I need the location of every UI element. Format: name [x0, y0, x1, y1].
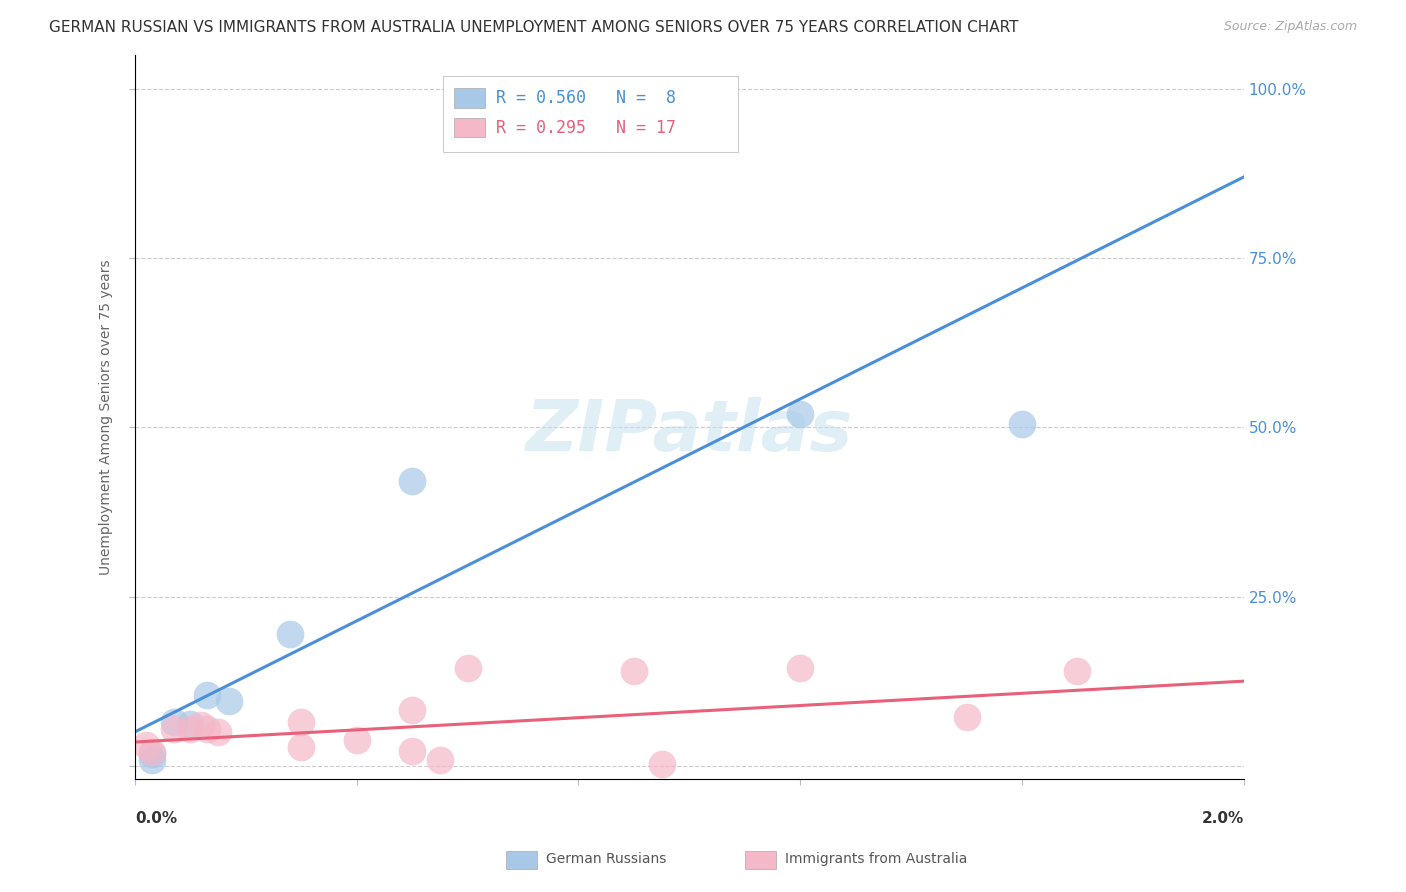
Text: German Russians: German Russians [546, 852, 666, 866]
Point [651, 756, 673, 771]
Point [401, 475, 423, 489]
Text: Source: ZipAtlas.com: Source: ZipAtlas.com [1223, 20, 1357, 33]
Point [457, 660, 479, 674]
Point [190, 718, 212, 732]
Text: Immigrants from Australia: Immigrants from Australia [785, 852, 967, 866]
Point [207, 725, 229, 739]
Point [195, 688, 218, 702]
Point [141, 747, 163, 761]
Point [955, 710, 977, 724]
Point [179, 716, 201, 731]
Text: ZIPatlas: ZIPatlas [526, 397, 853, 467]
Point [141, 753, 163, 767]
Point [429, 753, 451, 767]
Point [789, 660, 811, 674]
Point [1011, 417, 1033, 431]
Text: R = 0.560   N =  8: R = 0.560 N = 8 [496, 89, 676, 107]
Text: 0.0%: 0.0% [135, 811, 177, 826]
Point [141, 745, 163, 759]
Text: 2.0%: 2.0% [1202, 811, 1244, 826]
Point [290, 739, 312, 754]
Point [195, 722, 218, 736]
Text: GERMAN RUSSIAN VS IMMIGRANTS FROM AUSTRALIA UNEMPLOYMENT AMONG SENIORS OVER 75 Y: GERMAN RUSSIAN VS IMMIGRANTS FROM AUSTRA… [49, 20, 1019, 35]
Point [623, 664, 645, 678]
Point [789, 407, 811, 421]
Point [135, 739, 157, 753]
Point [179, 722, 201, 736]
Point [401, 703, 423, 717]
Point [346, 733, 368, 747]
Y-axis label: Unemployment Among Seniors over 75 years: Unemployment Among Seniors over 75 years [100, 260, 114, 575]
Point [163, 722, 186, 736]
Text: R = 0.295   N = 17: R = 0.295 N = 17 [496, 119, 676, 136]
Point [278, 627, 301, 641]
Point [163, 714, 186, 729]
Point [218, 694, 240, 708]
Point [1066, 664, 1088, 678]
Point [290, 714, 312, 729]
Point [401, 744, 423, 758]
